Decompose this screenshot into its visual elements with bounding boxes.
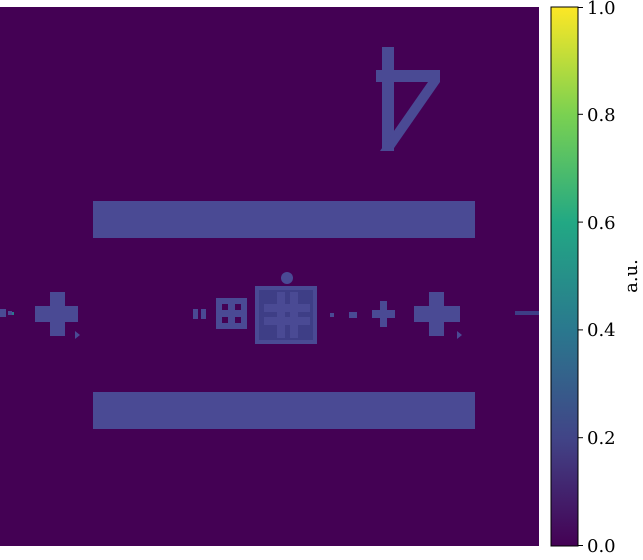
colorbar-tick-0: 0.0 [587,536,616,557]
image-panel [0,7,539,546]
colorbar-tick-3: 0.6 [587,213,616,234]
alignment-marks-row [0,272,539,344]
top-bar-feature [93,201,475,238]
colorbar-tick-2: 0.4 [587,320,616,341]
image-background [0,7,539,546]
bottom-bar-feature [93,392,475,429]
mirrored-four-feature [376,47,440,151]
colorbar-tick-5: 1.0 [587,0,616,19]
colorbar-ticks [578,7,583,546]
colorbar-tick-1: 0.2 [587,428,616,449]
colorbar: 0.0 0.2 0.4 0.6 0.8 1.0 a.u. [550,0,642,557]
colorbar-label: a.u. [621,259,642,293]
colorbar-gradient [550,6,579,547]
colorbar-tick-4: 0.8 [587,105,616,126]
